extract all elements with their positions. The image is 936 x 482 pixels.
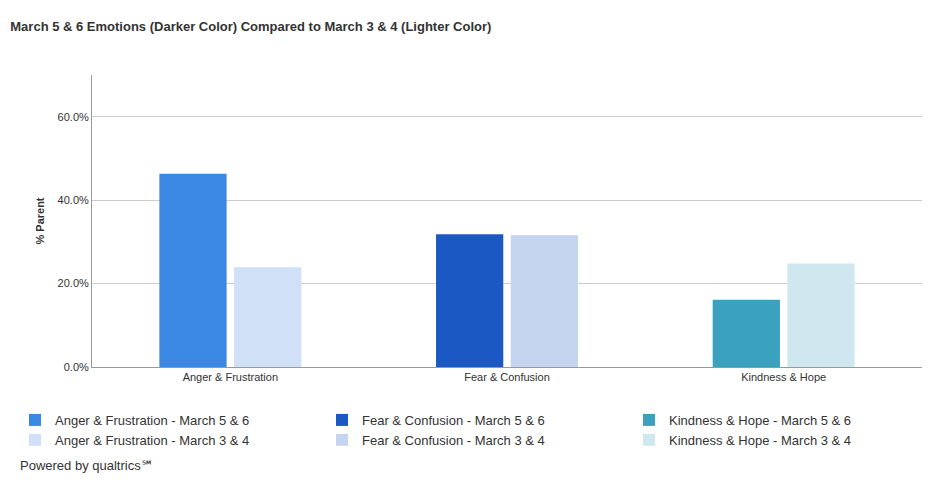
svg-text:40.0%: 40.0% xyxy=(58,194,89,206)
svg-text:Anger & Frustration: Anger & Frustration xyxy=(183,371,278,383)
svg-text:Kindness & Hope: Kindness & Hope xyxy=(741,371,826,383)
svg-text:60.0%: 60.0% xyxy=(58,111,89,123)
svg-text:% Parent: % Parent xyxy=(34,197,46,244)
svg-text:20.0%: 20.0% xyxy=(58,277,89,289)
svg-text:Powered by qualtrics℠: Powered by qualtrics℠ xyxy=(20,458,154,473)
svg-text:Fear & Confusion - March 5 & 6: Fear & Confusion - March 5 & 6 xyxy=(362,413,545,428)
svg-text:Kindness & Hope - March 3 & 4: Kindness & Hope - March 3 & 4 xyxy=(669,433,851,448)
svg-text:Fear & Confusion: Fear & Confusion xyxy=(464,371,550,383)
svg-text:Anger & Frustration - March 5: Anger & Frustration - March 5 & 6 xyxy=(55,413,249,428)
svg-text:0.0%: 0.0% xyxy=(64,361,89,373)
svg-text:Kindness & Hope - March 5 & 6: Kindness & Hope - March 5 & 6 xyxy=(669,413,851,428)
svg-text:March 5 & 6 Emotions (Darker C: March 5 & 6 Emotions (Darker Color) Comp… xyxy=(10,19,491,34)
svg-text:Anger & Frustration - March 3: Anger & Frustration - March 3 & 4 xyxy=(55,433,249,448)
svg-text:Fear & Confusion - March 3 & 4: Fear & Confusion - March 3 & 4 xyxy=(362,433,545,448)
